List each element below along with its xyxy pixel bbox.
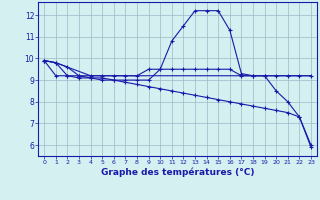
X-axis label: Graphe des températures (°C): Graphe des températures (°C) <box>101 168 254 177</box>
